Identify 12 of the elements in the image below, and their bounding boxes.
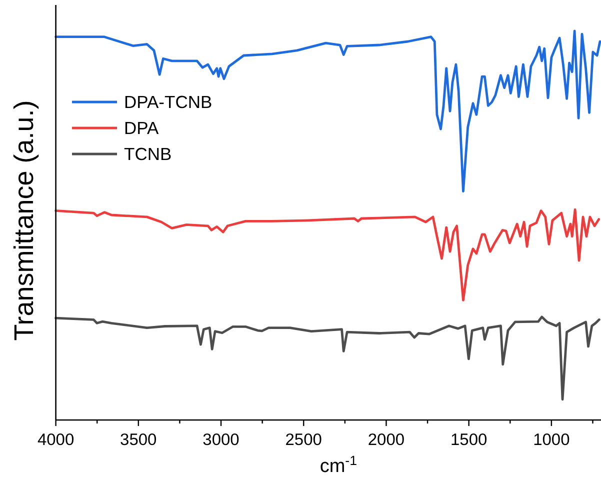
x-tick-label: 1000 (533, 431, 570, 449)
x-axis-title: cm$^{-1}$ (320, 452, 357, 477)
x-tick-label: 4000 (37, 431, 74, 449)
x-tick-label: 3500 (120, 431, 157, 449)
x-tick-label: 2000 (368, 431, 405, 449)
y-axis-title: Transmittance (a.u.) (9, 100, 39, 341)
legend-label: DPA-TCNB (124, 92, 212, 112)
legend-label: DPA (124, 118, 160, 138)
x-tick-label: 2500 (285, 431, 322, 449)
legend-label: TCNB (124, 144, 172, 164)
x-tick-label: 1500 (450, 431, 488, 449)
x-tick-label: 3000 (202, 431, 240, 449)
